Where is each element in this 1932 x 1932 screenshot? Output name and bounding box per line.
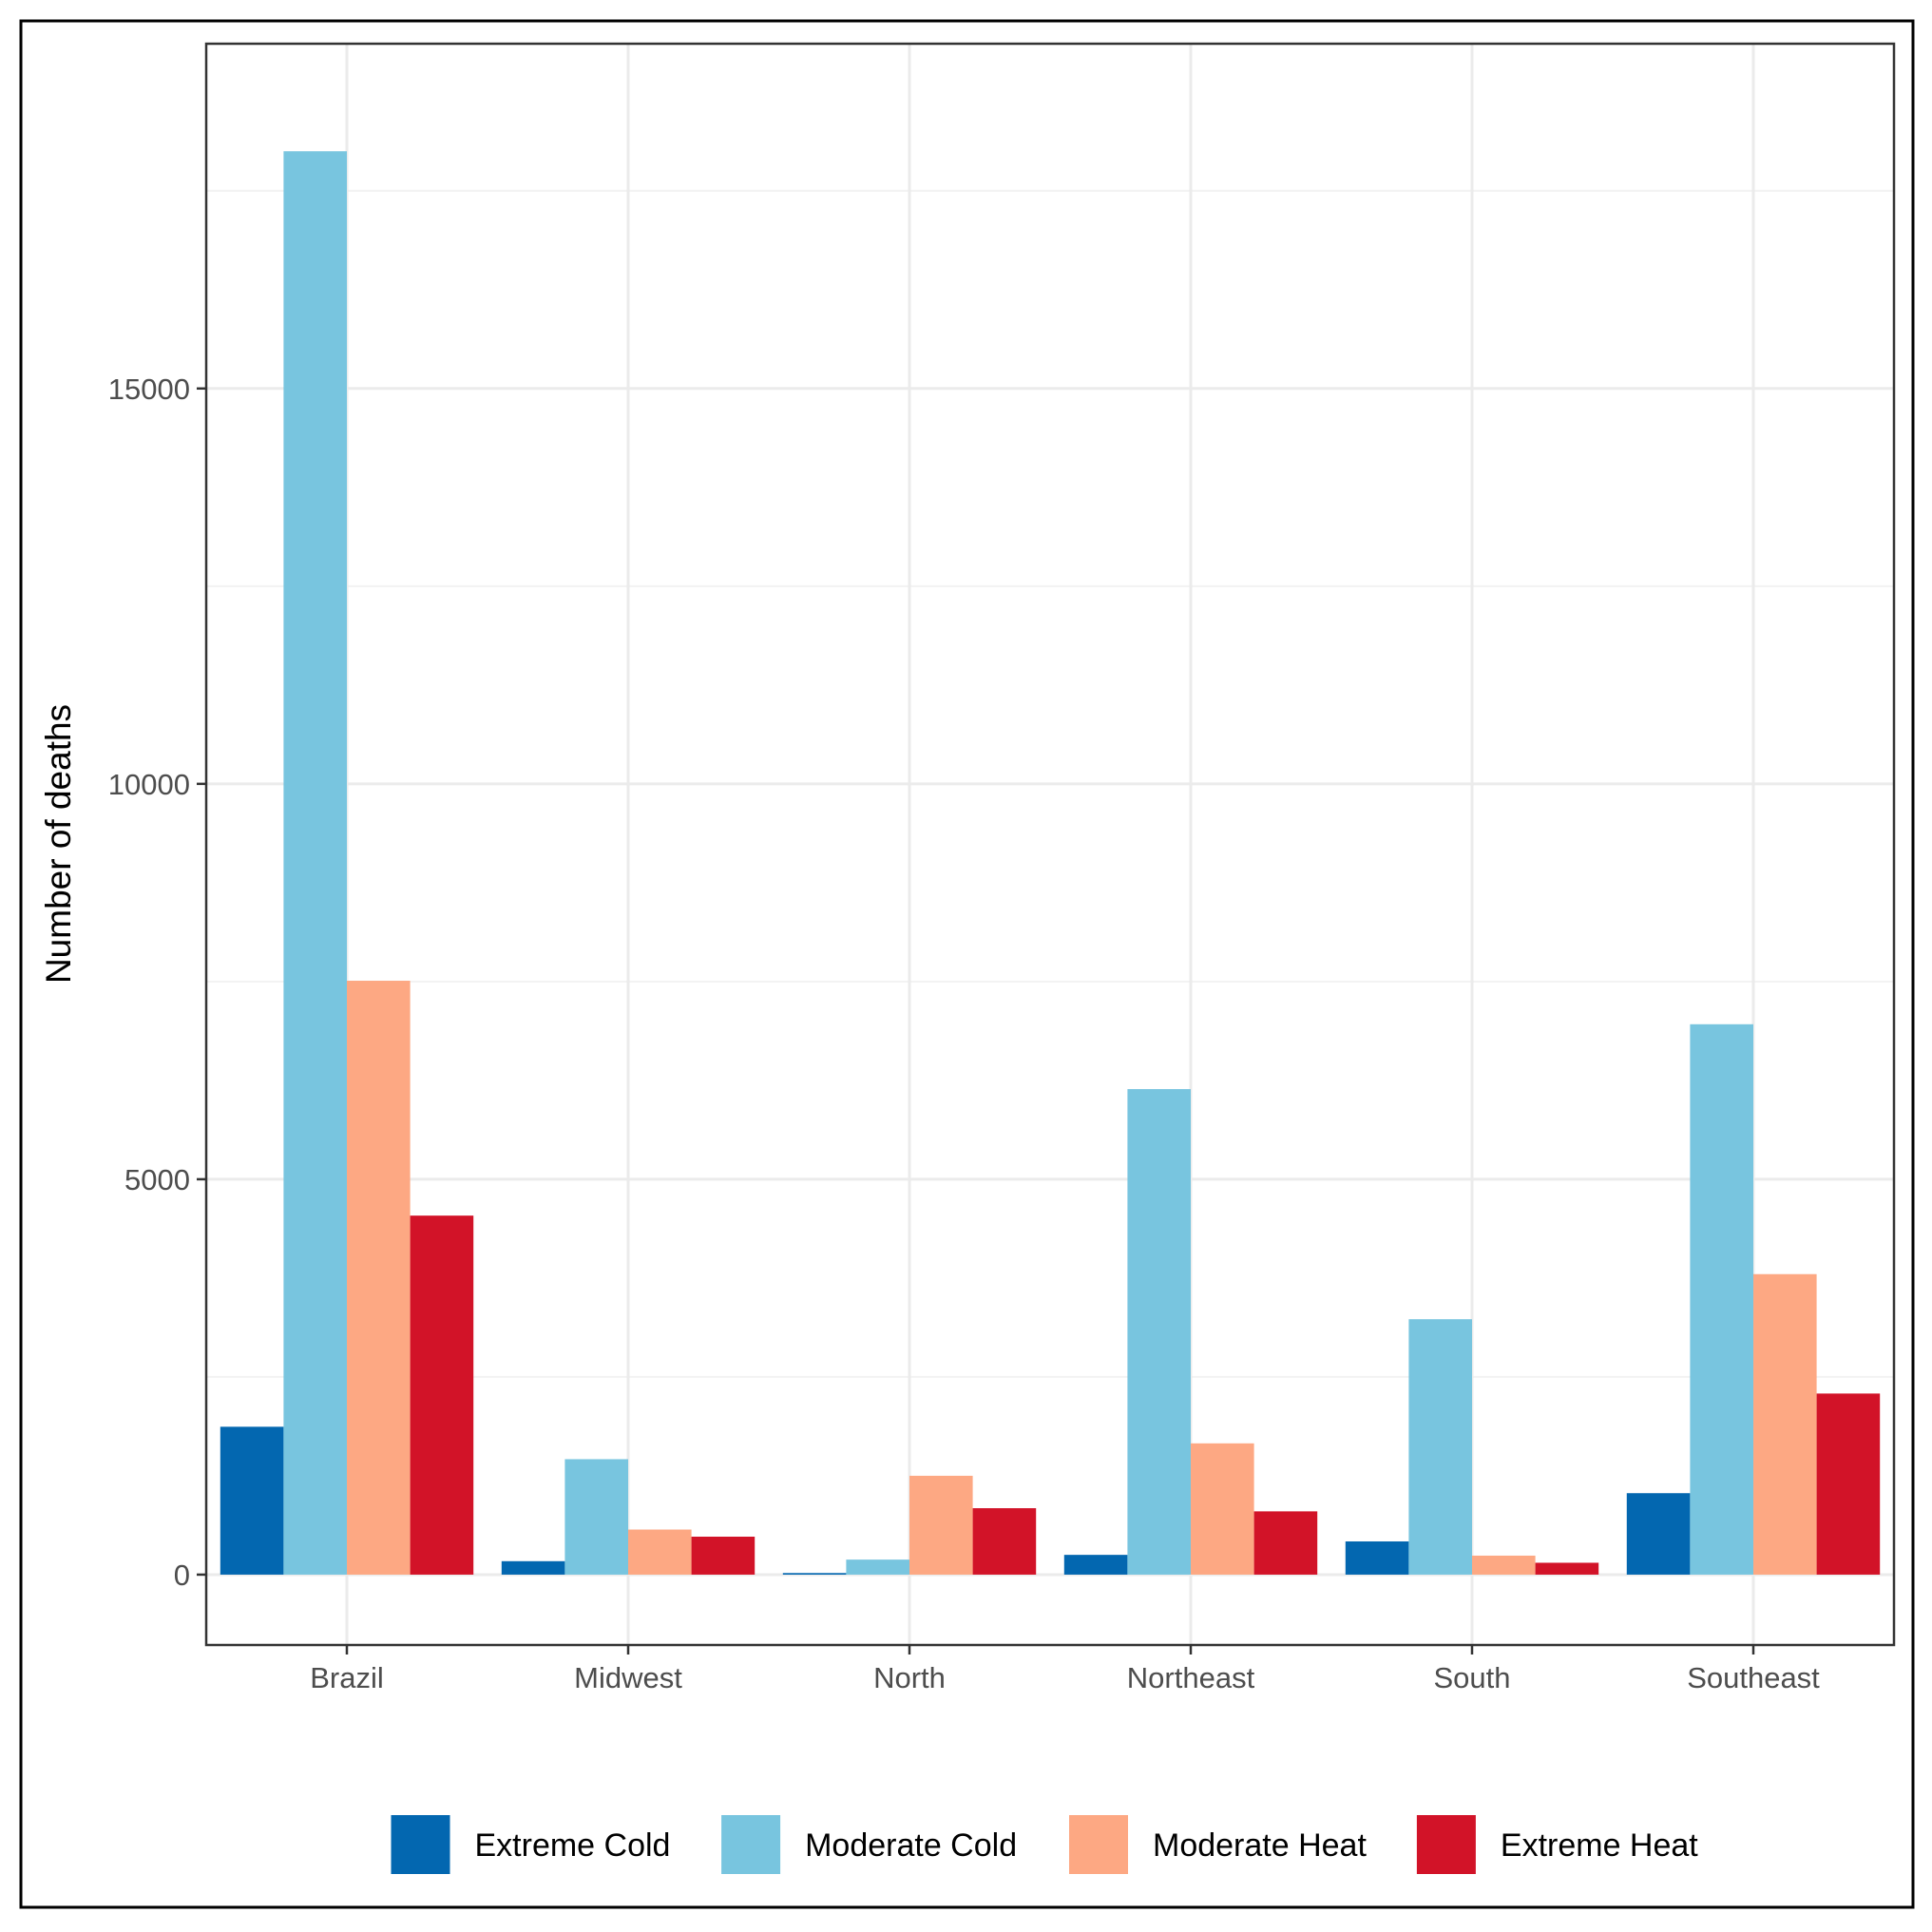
bar-southeast-moderate-cold xyxy=(1690,1023,1753,1575)
panel-border xyxy=(204,42,1896,1647)
y-tick-label: 10000 xyxy=(108,768,190,801)
x-axis: Brazil Midwest North Northeast South Southeas… xyxy=(310,1645,1820,1694)
legend-label-extreme-cold: Extreme Cold xyxy=(475,1827,671,1864)
y-axis-title: Number of deaths xyxy=(39,704,78,984)
y-tick-label: 0 xyxy=(174,1559,190,1592)
bar-north-extreme-cold xyxy=(782,1573,847,1575)
bar-south-extreme-cold xyxy=(1345,1540,1409,1575)
legend-label-extreme-heat: Extreme Heat xyxy=(1501,1827,1698,1864)
x-tick-label-northeast: Northeast xyxy=(1127,1661,1255,1694)
bar-northeast-moderate-heat xyxy=(1191,1443,1254,1575)
bar-north-moderate-cold xyxy=(846,1559,909,1575)
bars xyxy=(220,151,1881,1575)
legend-key-extreme-heat xyxy=(1416,1815,1476,1874)
minor-gridlines xyxy=(206,189,1894,1378)
bar-midwest-extreme-cold xyxy=(501,1560,565,1575)
bar-south-moderate-heat xyxy=(1472,1555,1536,1575)
bar-south-extreme-heat xyxy=(1535,1562,1599,1575)
bar-brazil-moderate-heat xyxy=(347,981,411,1575)
x-tick-label-brazil: Brazil xyxy=(310,1661,384,1694)
bar-north-moderate-heat xyxy=(909,1475,973,1575)
bar-midwest-moderate-cold xyxy=(564,1459,628,1575)
legend-label-moderate-cold: Moderate Cold xyxy=(805,1827,1017,1864)
bar-midwest-moderate-heat xyxy=(628,1529,692,1575)
bar-southeast-extreme-cold xyxy=(1626,1493,1691,1575)
bar-northeast-moderate-cold xyxy=(1127,1089,1191,1575)
bar-southeast-moderate-heat xyxy=(1753,1273,1817,1575)
bar-southeast-extreme-heat xyxy=(1816,1393,1881,1575)
y-axis: 0 5000 10000 15000 xyxy=(108,373,206,1592)
bar-northeast-extreme-cold xyxy=(1063,1555,1128,1575)
x-tick-label-south: South xyxy=(1433,1661,1510,1694)
bar-brazil-moderate-cold xyxy=(283,151,347,1575)
x-tick-label-north: North xyxy=(873,1661,946,1694)
y-tick-label: 15000 xyxy=(108,373,190,406)
legend-key-moderate-cold xyxy=(721,1815,781,1874)
bar-brazil-extreme-cold xyxy=(220,1426,284,1575)
y-tick-label: 5000 xyxy=(124,1163,190,1196)
legend-label-moderate-heat: Moderate Heat xyxy=(1153,1827,1367,1864)
legend: Extreme Cold Moderate Cold Moderate Heat Ex… xyxy=(391,1815,1698,1874)
plot-panel xyxy=(206,44,1894,1645)
x-tick-label-midwest: Midwest xyxy=(574,1661,682,1694)
legend-key-extreme-cold xyxy=(391,1815,450,1874)
bar-north-extreme-heat xyxy=(972,1508,1037,1575)
x-tick-label-southeast: Southeast xyxy=(1687,1661,1820,1694)
bar-brazil-extreme-heat xyxy=(410,1215,474,1575)
legend-key-moderate-heat xyxy=(1069,1815,1128,1874)
bar-northeast-extreme-heat xyxy=(1253,1511,1318,1575)
bar-midwest-extreme-heat xyxy=(691,1537,756,1575)
bar-south-moderate-cold xyxy=(1408,1319,1472,1575)
